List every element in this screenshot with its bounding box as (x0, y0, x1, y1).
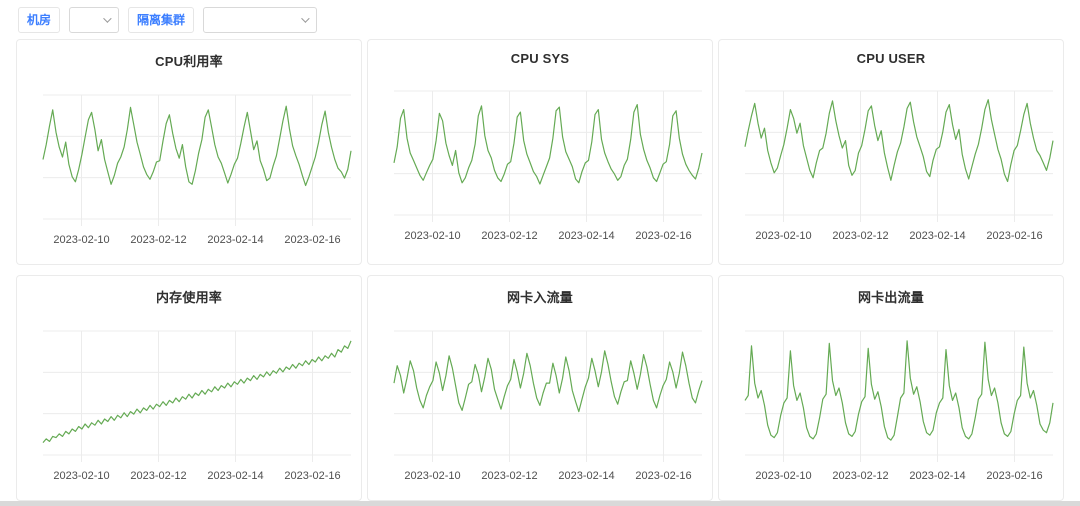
line-chart-svg: 2023-02-10 2023-02-12 2023-02-14 2023-02-16 (393, 330, 703, 482)
chevron-down-icon (301, 13, 310, 23)
line-chart-svg: 2023-02-10 2023-02-12 2023-02-14 2023-02-16 (393, 90, 703, 242)
x-axis-tick-label: 2023-02-12 (130, 234, 186, 246)
line-chart-svg: 2023-02-10 2023-02-12 2023-02-14 2023-02-16 (744, 90, 1054, 242)
series-line (744, 99, 1054, 183)
x-axis-tick-label: 2023-02-16 (635, 230, 691, 242)
x-axis-tick-label: 2023-02-12 (832, 470, 888, 482)
x-axis-tick-label: 2023-02-12 (130, 470, 186, 482)
x-axis-tick-label: 2023-02-12 (481, 470, 537, 482)
x-axis-tick-label: 2023-02-16 (284, 234, 340, 246)
chart-title: 内存使用率 (155, 290, 222, 305)
chart-canvas[interactable]: 2023-02-10 2023-02-12 2023-02-14 2023-02-16 (368, 307, 712, 493)
chart-canvas[interactable]: 2023-02-10 2023-02-12 2023-02-14 2023-02-16 (368, 67, 712, 253)
x-axis-tick-label: 2023-02-16 (986, 470, 1042, 482)
line-chart-svg: 2023-02-10 2023-02-12 2023-02-14 2023-02-16 (744, 330, 1054, 482)
line-chart-svg: 2023-02-10 2023-02-12 2023-02-14 2023-02-16 (42, 330, 352, 482)
chart-canvas[interactable]: 2023-02-10 2023-02-12 2023-02-14 2023-02-16 (719, 67, 1063, 253)
chart-card-nic-outbound: 网卡出流量 2023-02-10 2023-02-12 2023-02-14 2023… (718, 275, 1064, 501)
cluster-filter-label: 隔离集群 (128, 6, 195, 33)
x-axis-tick-label: 2023-02-14 (207, 234, 263, 246)
x-axis-tick-label: 2023-02-14 (558, 230, 614, 242)
chart-title: 网卡出流量 (857, 290, 924, 305)
chart-card-nic-inbound: 网卡入流量 2023-02-10 2023-02-12 2023-02-14 2023… (367, 275, 713, 501)
chart-canvas[interactable]: 2023-02-10 2023-02-12 2023-02-14 2023-02-16 (719, 307, 1063, 493)
x-axis-tick-label: 2023-02-16 (635, 470, 691, 482)
x-axis-tick-label: 2023-02-14 (207, 470, 263, 482)
x-axis-tick-label: 2023-02-12 (481, 230, 537, 242)
line-chart-svg: 2023-02-10 2023-02-12 2023-02-14 2023-02-16 (42, 94, 352, 246)
chart-title: CPU USER (856, 51, 926, 66)
series-line (744, 340, 1054, 441)
series-line (42, 105, 352, 187)
x-axis-tick-label: 2023-02-16 (284, 470, 340, 482)
x-axis-tick-label: 2023-02-16 (986, 230, 1042, 242)
series-line (42, 340, 352, 443)
chart-canvas[interactable]: 2023-02-10 2023-02-12 2023-02-14 2023-02-16 (17, 71, 361, 257)
x-axis-tick-label: 2023-02-10 (53, 470, 109, 482)
series-line (393, 103, 703, 185)
x-axis-tick-label: 2023-02-14 (558, 470, 614, 482)
chart-title: CPU SYS (510, 51, 570, 66)
x-axis-tick-label: 2023-02-10 (53, 234, 109, 246)
cluster-select[interactable] (203, 6, 318, 33)
chart-card-memory-usage: 内存使用率 2023-02-10 2023-02-12 2023-02-14 2023… (16, 275, 362, 501)
series-line (393, 350, 703, 413)
filter-toolbar: 机房 隔离集群 (0, 0, 1080, 39)
chart-card-cpu-sys: CPU SYS 2023-02-10 2023-02-12 2023-02-14 20… (367, 39, 713, 265)
x-axis-tick-label: 2023-02-12 (832, 230, 888, 242)
x-axis-tick-label: 2023-02-10 (404, 230, 460, 242)
x-axis-tick-label: 2023-02-14 (909, 470, 965, 482)
room-filter-label: 机房 (18, 6, 61, 33)
x-axis-tick-label: 2023-02-10 (755, 230, 811, 242)
chevron-down-icon (103, 13, 112, 23)
chart-title: CPU利用率 (155, 54, 223, 69)
room-select[interactable] (69, 6, 120, 33)
chart-canvas[interactable]: 2023-02-10 2023-02-12 2023-02-14 2023-02-16 (17, 307, 361, 493)
chart-title: 网卡入流量 (506, 290, 573, 305)
chart-card-cpu-user: CPU USER 2023-02-10 2023-02-12 2023-02-14 2… (718, 39, 1064, 265)
x-axis-tick-label: 2023-02-14 (909, 230, 965, 242)
x-axis-tick-label: 2023-02-10 (755, 470, 811, 482)
chart-card-cpu-utilization: CPU利用率 2023-02-10 2023-02-12 2023-02-14 202… (16, 39, 362, 265)
page-bottom-edge (0, 501, 1080, 506)
dashboard-grid: CPU利用率 2023-02-10 2023-02-12 2023-02-14 202… (0, 39, 1080, 501)
x-axis-tick-label: 2023-02-10 (404, 470, 460, 482)
